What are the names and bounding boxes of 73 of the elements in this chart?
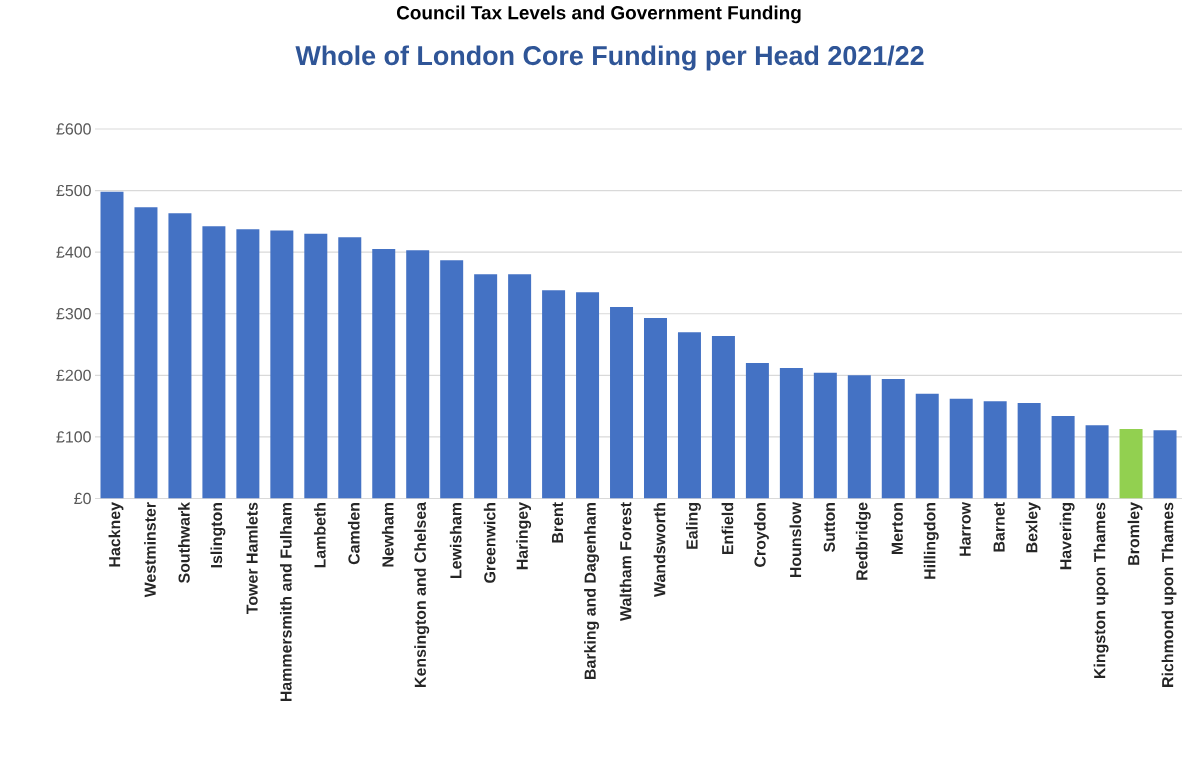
bar: [134, 207, 158, 499]
x-tick-label: Islington: [210, 502, 226, 568]
bar: [338, 237, 362, 499]
bar: [915, 393, 939, 499]
x-tick-label: Brent: [552, 502, 564, 543]
x-tick-label: Wandsworth: [653, 502, 666, 598]
x-tick-label: Havering: [1059, 503, 1075, 570]
bar: [202, 226, 226, 499]
chart-title: Whole of London Core Funding per Head 2021/22: [295, 45, 924, 71]
bar: [711, 335, 735, 499]
bar: [983, 401, 1007, 499]
x-tick-label: Lewisham: [449, 502, 462, 579]
x-tick-label: Croydon: [753, 502, 769, 567]
x-tick-label: Redbridge: [855, 502, 871, 580]
y-tick-label: £400: [56, 246, 91, 258]
x-tick-label: Bexley: [1025, 502, 1041, 553]
x-tick-label: Sutton: [823, 502, 835, 553]
x-tick-label: Bromley: [1127, 502, 1143, 565]
bar: [1051, 415, 1075, 499]
x-tick-label: Westminster: [144, 502, 156, 598]
bar: [474, 274, 498, 499]
x-tick-label: Newham: [381, 502, 394, 567]
x-tick-label: Tower Hamlets: [246, 502, 258, 615]
y-tick-label: £100: [56, 431, 91, 443]
bar: [100, 191, 124, 499]
x-tick-label: Kingston upon Thames: [1093, 502, 1109, 679]
bar: [406, 250, 430, 499]
x-tick-label: Lambeth: [313, 503, 326, 568]
x-tick-label: Camden: [347, 503, 360, 565]
y-tick-label: £0: [74, 492, 91, 505]
x-tick-label: Ealing: [686, 503, 701, 549]
x-tick-label: Merton: [891, 503, 903, 555]
bar: [643, 318, 667, 499]
bar: [270, 230, 294, 499]
bar: [236, 229, 260, 499]
y-tick-label: £200: [56, 369, 91, 381]
x-tick-label: Greenwich: [483, 502, 496, 583]
x-tick-label: Hounslow: [789, 501, 802, 578]
x-tick-label: Enfield: [721, 503, 734, 555]
bar: [677, 332, 701, 499]
bar: [610, 306, 634, 499]
bar: [542, 290, 566, 499]
bar: [1153, 430, 1177, 499]
y-tick-label: £300: [56, 308, 91, 320]
bar: [440, 260, 464, 499]
x-tick-label: Barnet: [993, 502, 1005, 552]
bar: [1017, 403, 1041, 499]
text: Council Tax Levels and Government Funding: [396, 5, 801, 24]
bar: [168, 213, 192, 499]
x-tick-label: Richmond upon Thames: [1161, 502, 1177, 687]
bar: [881, 379, 905, 499]
x-tick-label: Hammersmith and Fulham: [279, 503, 292, 702]
bar: [508, 274, 532, 499]
bar: [304, 233, 328, 499]
x-tick-label: Haringey: [516, 502, 532, 570]
bar: [576, 292, 600, 499]
x-tick-label: Hillingdon: [923, 502, 939, 579]
bar: [745, 363, 769, 499]
bar: [372, 249, 396, 499]
bar: [949, 398, 973, 499]
bar: [847, 375, 871, 499]
bar: [1119, 428, 1143, 499]
x-tick-label: Barking and Dagenham: [584, 503, 600, 679]
y-tick-label: £600: [56, 123, 91, 135]
x-tick-label: Southwark: [178, 501, 190, 584]
bar: [779, 367, 803, 499]
x-tick-label: Waltham Forest: [619, 502, 632, 621]
bar: [1085, 425, 1109, 499]
x-tick-label: Hackney: [108, 502, 124, 567]
x-tick-label: Kensington and Chelsea: [414, 501, 430, 687]
y-tick-label: £500: [56, 184, 91, 197]
bar: [813, 372, 837, 499]
x-tick-label: Harrow: [959, 501, 971, 556]
